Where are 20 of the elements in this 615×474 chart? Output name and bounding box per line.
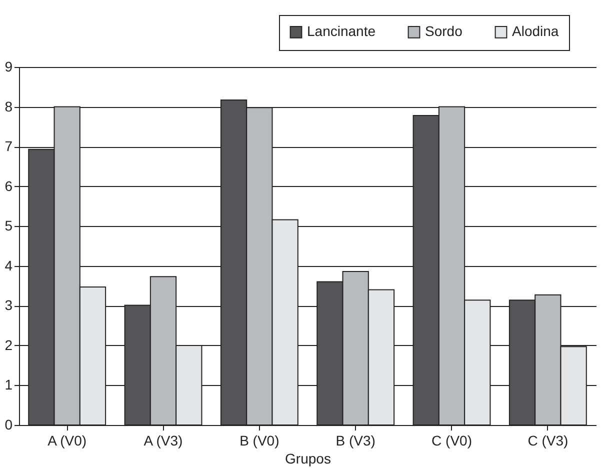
legend-label: Sordo [425, 23, 463, 40]
x-tick-label: A (V0) [48, 432, 87, 448]
y-tick-label: 8 [4, 98, 13, 114]
y-tick-label: 6 [4, 178, 13, 194]
y-tick-label: 3 [4, 297, 13, 314]
x-tick-label: C (V3) [528, 432, 568, 448]
x-tick-label: B (V3) [336, 432, 376, 448]
x-tick-label: C (V0) [432, 432, 472, 448]
y-tick-label: 9 [4, 58, 13, 74]
legend-label: Alodina [512, 23, 559, 40]
y-tick-label: 5 [4, 218, 13, 234]
y-tick-label: 2 [4, 336, 13, 353]
y-tick-label: 7 [4, 138, 13, 154]
legend-label: Lancinante [307, 23, 376, 40]
x-tick-label: A (V3) [144, 432, 183, 448]
x-tick-label: B (V0) [240, 432, 280, 448]
y-tick-label: 0 [4, 416, 13, 432]
y-tick-label: 4 [4, 257, 13, 274]
y-tick-label: 1 [4, 376, 13, 393]
x-axis-title: Grupos [285, 450, 331, 466]
